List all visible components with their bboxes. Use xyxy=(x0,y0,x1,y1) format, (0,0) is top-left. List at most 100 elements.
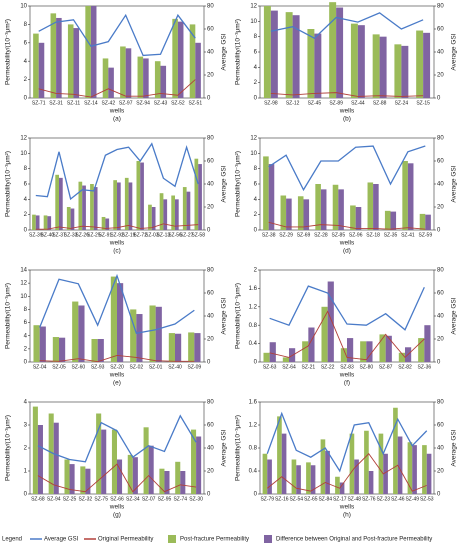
bar xyxy=(175,461,181,494)
bar xyxy=(194,333,201,362)
x-tick-label: SZ-25 xyxy=(63,496,77,502)
x-tick-label: SZ-34 xyxy=(126,496,140,502)
bar xyxy=(93,187,98,230)
x-tick-label: SZ-01 xyxy=(149,364,163,370)
panel-label: (f) xyxy=(344,380,350,387)
y-tick-label: 1.2 xyxy=(249,304,258,310)
gsi-line xyxy=(35,142,199,201)
bar xyxy=(329,2,337,99)
y-tick-label: 6 xyxy=(24,182,28,188)
x-tick-label: SZ-66 xyxy=(110,496,124,502)
gsi-line xyxy=(270,12,424,39)
bar xyxy=(394,44,402,98)
y-axis-label: Permeability/(10⁻³μm²) xyxy=(235,415,242,481)
bar xyxy=(32,406,38,494)
bar xyxy=(339,482,345,494)
bar xyxy=(285,12,293,99)
y2-tick-label: 40 xyxy=(437,314,444,320)
x-axis-label: wells xyxy=(109,504,125,511)
x-tick-label: SZ-23 xyxy=(376,496,390,502)
y-axis-label: Permeability/(10⁻³μm²) xyxy=(5,151,12,217)
y2-tick-label: 40 xyxy=(207,182,214,188)
x-axis-label: wells xyxy=(339,372,355,379)
y-tick-label: 2 xyxy=(24,212,28,218)
x-tick-label: SZ-91 xyxy=(99,232,113,238)
bar xyxy=(127,454,133,494)
permeability-line xyxy=(269,310,425,361)
bar xyxy=(372,34,380,98)
x-tick-label: SZ-38 xyxy=(262,232,276,238)
bar xyxy=(307,29,315,98)
bar xyxy=(416,30,424,98)
y2-tick-label: 20 xyxy=(437,205,444,211)
y-tick-label: 6 xyxy=(254,50,258,56)
x-tick-label: SZ-37 xyxy=(52,232,66,238)
x-tick-label: SZ-93 xyxy=(91,364,105,370)
bar xyxy=(128,182,133,230)
y-tick-label: 0 xyxy=(254,360,258,366)
x-tick-label: SZ-59 xyxy=(418,232,432,238)
y2-tick-label: 40 xyxy=(437,182,444,188)
y2-axis-label: Average GSI xyxy=(221,297,228,334)
panel-label: (e) xyxy=(113,380,121,387)
y-tick-label: 6 xyxy=(24,40,28,46)
x-tick-label: SZ-54 xyxy=(289,496,303,502)
y2-tick-label: 80 xyxy=(207,268,214,274)
bar xyxy=(35,215,40,230)
y2-tick-label: 20 xyxy=(437,337,444,343)
x-tick-label: SZ-24 xyxy=(395,100,409,106)
bar xyxy=(425,214,431,230)
bar xyxy=(120,46,126,98)
x-tick-label: SZ-03 xyxy=(145,232,159,238)
bar xyxy=(91,339,98,362)
x-tick-label: SZ-07 xyxy=(142,496,156,502)
bar xyxy=(189,24,196,98)
x-tick-label: SZ-87 xyxy=(379,364,393,370)
x-tick-label: SZ-80 xyxy=(360,364,374,370)
bar xyxy=(373,184,379,230)
bar xyxy=(350,23,358,99)
y2-tick-label: 0 xyxy=(437,96,441,102)
x-tick-label: SZ-09 xyxy=(188,364,202,370)
y2-tick-label: 40 xyxy=(207,314,214,320)
bar xyxy=(286,198,292,230)
x-tick-label: SZ-17 xyxy=(333,496,347,502)
x-axis-label: wells xyxy=(339,108,355,115)
x-tick-label: SZ-51 xyxy=(188,100,202,106)
bar xyxy=(398,352,405,362)
x-tick-label: SZ-41 xyxy=(401,232,415,238)
legend-label: Post-fracture Permeability xyxy=(180,537,249,543)
x-tick-label: SZ-63 xyxy=(263,364,277,370)
x-tick-label: SZ-69 xyxy=(297,232,311,238)
x-tick-label: SZ-28 xyxy=(314,232,328,238)
y-tick-label: 3 xyxy=(24,423,28,429)
x-axis-label: wells xyxy=(109,108,125,115)
bar xyxy=(73,28,80,98)
bar xyxy=(136,161,141,230)
x-tick-label: SZ-33 xyxy=(64,232,78,238)
y-tick-label: 0 xyxy=(254,492,258,498)
x-tick-label: SZ-19 xyxy=(122,232,136,238)
y2-tick-label: 20 xyxy=(437,73,444,79)
x-tick-label: SZ-84 xyxy=(318,496,332,502)
x-tick-label: SZ-45 xyxy=(308,100,322,106)
bar xyxy=(195,42,201,98)
bar xyxy=(55,174,59,230)
bar xyxy=(263,352,270,362)
bar xyxy=(117,182,121,230)
bar xyxy=(164,471,170,494)
y-tick-label: 8 xyxy=(254,34,258,40)
y2-axis-label: Average GSI xyxy=(451,429,458,466)
bar xyxy=(108,67,114,98)
x-tick-label: SZ-04 xyxy=(33,364,47,370)
bar xyxy=(338,189,344,230)
y-axis-label: Permeability/(10⁻³μm²) xyxy=(5,19,12,85)
bar xyxy=(96,413,102,494)
y2-tick-label: 0 xyxy=(207,492,211,498)
bar xyxy=(32,214,36,230)
x-tick-label: SZ-35 xyxy=(384,232,398,238)
bar xyxy=(364,430,369,494)
bar xyxy=(296,465,301,494)
y2-axis-label: Average GSI xyxy=(221,165,228,202)
